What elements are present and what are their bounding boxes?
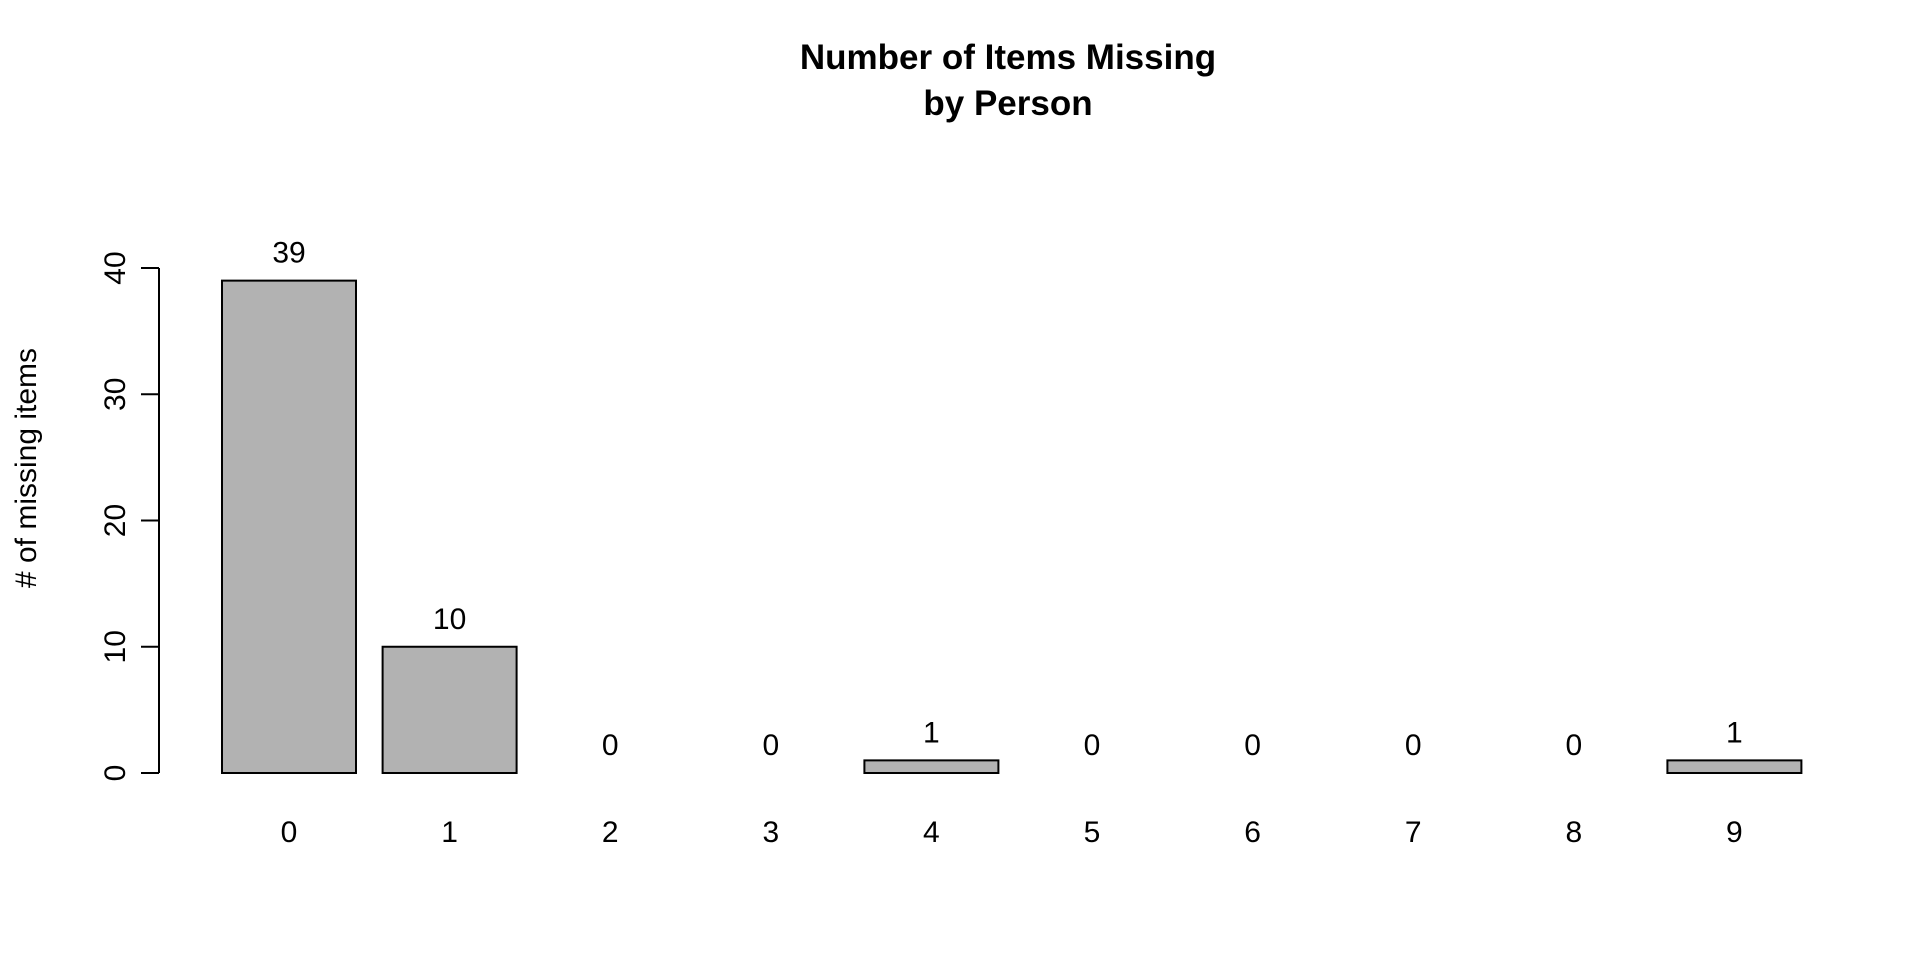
bar (381, 645, 518, 774)
bar (1666, 759, 1803, 774)
y-tick-label: 30 (99, 378, 132, 411)
bar-value-label: 39 (272, 237, 305, 270)
chart-title-line-2: by Person (923, 84, 1092, 123)
y-tick-label: 0 (99, 765, 132, 782)
bar-value-label: 0 (1084, 729, 1101, 762)
y-axis: 0 10 20 30 40 (99, 251, 160, 782)
bars-group (221, 279, 1803, 774)
x-tick-label: 5 (1084, 816, 1101, 849)
y-tick-label: 10 (99, 630, 132, 663)
x-tick-label: 2 (602, 816, 619, 849)
chart-title-line-1: Number of Items Missing (800, 38, 1216, 77)
bar-value-label: 0 (762, 729, 779, 762)
x-tick-label: 9 (1726, 816, 1743, 849)
x-tick-label: 7 (1405, 816, 1422, 849)
y-tick-label: 40 (99, 251, 132, 284)
bar-value-label: 0 (1244, 729, 1261, 762)
x-tick-labels-group: 0 1 2 3 4 5 6 7 8 9 (281, 816, 1743, 849)
bar-value-label: 0 (1405, 729, 1422, 762)
x-tick-label: 0 (281, 816, 298, 849)
x-tick-label: 3 (762, 816, 779, 849)
x-tick-label: 8 (1565, 816, 1582, 849)
bar (863, 759, 1000, 774)
bar-value-label: 0 (602, 729, 619, 762)
bar-value-label: 1 (923, 716, 940, 749)
bar-value-label: 0 (1565, 729, 1582, 762)
bar (221, 279, 357, 774)
bar-value-label: 10 (433, 603, 466, 636)
x-tick-label: 1 (441, 816, 458, 849)
y-axis-title: # of missing items (10, 348, 43, 588)
y-tick-label: 20 (99, 504, 132, 537)
x-tick-label: 6 (1244, 816, 1261, 849)
x-tick-label: 4 (923, 816, 940, 849)
bar-value-label: 1 (1726, 716, 1743, 749)
